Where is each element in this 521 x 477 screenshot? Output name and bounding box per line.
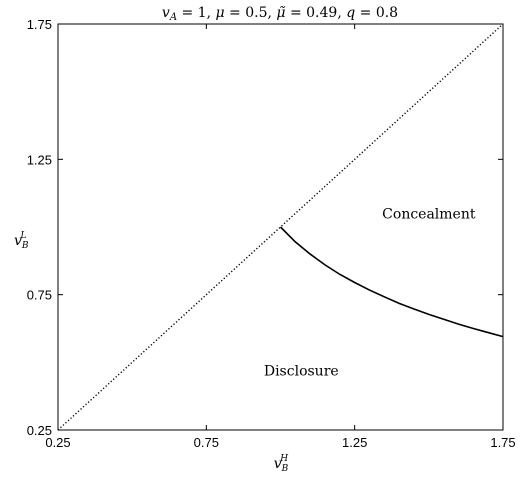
y-tick-label: 1.75	[27, 17, 52, 32]
title-vA: v	[162, 5, 170, 21]
title-mutilde: μ̃	[276, 5, 285, 21]
y-tick-label: 0.75	[27, 288, 52, 303]
axes-frame	[57, 23, 504, 431]
title-vA-sub: A	[169, 12, 177, 23]
chart-title: vA = 1, μ = 0.5, μ̃ = 0.49, q = 0.8	[162, 5, 398, 23]
y-tick-label: 1.25	[27, 152, 52, 167]
y-tick-label: 0.25	[27, 423, 52, 438]
title-mu: μ	[216, 5, 225, 21]
disclosure-label: Disclosure	[264, 363, 339, 379]
y-axis-label: vBL	[14, 231, 29, 251]
x-tick-label: 0.75	[194, 435, 219, 450]
title-mutilde-val: = 0.49,	[286, 5, 347, 21]
title-q: q	[346, 5, 355, 21]
x-tick-label: 0.25	[45, 435, 70, 450]
x-tick-label: 1.75	[490, 435, 515, 450]
concealment-label: Concealment	[382, 206, 476, 222]
plot-area: 0.25 0.75 1.25 1.75 0.25 0.75 1.25 1.75 Concealm…	[27, 17, 516, 450]
title-q-val: = 0.8	[355, 5, 398, 21]
title-vA-val: = 1,	[177, 5, 215, 21]
x-tick-label: 1.25	[342, 435, 367, 450]
title-mu-val: = 0.5,	[225, 5, 277, 21]
x-axis-label: vBH	[274, 454, 289, 474]
boundary-curve	[279, 226, 504, 338]
